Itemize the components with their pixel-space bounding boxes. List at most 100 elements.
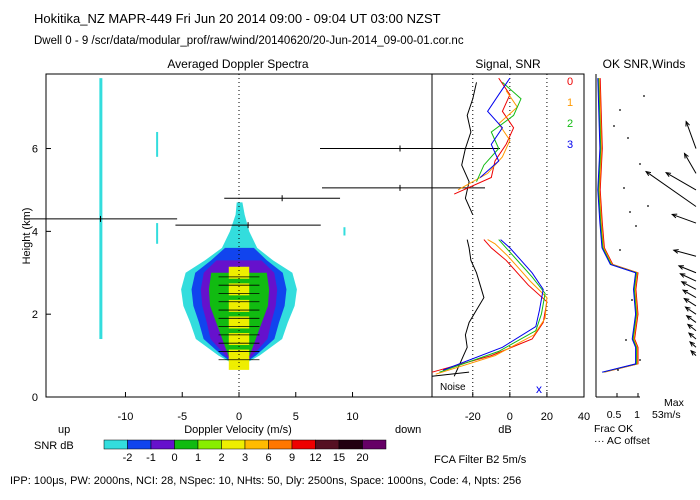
- signal-series-2-upper: [476, 81, 522, 182]
- wind-dot: [647, 205, 649, 207]
- wind-arrow: [689, 341, 697, 348]
- signal-title: Signal, SNR: [475, 57, 541, 71]
- spectra-velocity-marks: [23, 145, 500, 229]
- signal-x-tick-label: -20: [465, 411, 481, 423]
- footer-params: IPP: 100μs, PW: 2000ns, NCI: 28, NSpec: …: [10, 475, 521, 487]
- clutter-fleck: [156, 223, 159, 244]
- max-label: Max: [664, 397, 685, 409]
- wind-arrowhead: [645, 170, 652, 177]
- frac-tick-1: 1: [634, 409, 640, 421]
- wind-dot: [635, 225, 637, 227]
- wind-arrowhead: [690, 349, 696, 356]
- legend-swatch: [197, 439, 222, 450]
- signal-x-tick-label: 20: [541, 411, 553, 423]
- legend-swatch: [338, 439, 363, 450]
- wind-dot: [639, 163, 641, 165]
- wind-arrow: [678, 265, 697, 274]
- wind-arrow: [665, 172, 697, 191]
- wind-arrowhead: [684, 306, 691, 312]
- wind-arrowhead: [665, 172, 672, 177]
- wind-arrow: [673, 249, 697, 257]
- legend-tick: 15: [333, 452, 345, 464]
- spectra-core-5: [228, 283, 250, 296]
- spectra-core-2: [228, 333, 250, 346]
- spectra-xlabel: Doppler Velocity (m/s): [184, 424, 292, 436]
- signal-series-Signal-upper: [461, 82, 477, 216]
- frac-ok-series-0: [599, 78, 639, 373]
- winds-legend-entry: 1: [567, 97, 573, 109]
- spectra-core-4: [228, 299, 250, 312]
- legend-swatch: [362, 439, 387, 450]
- legend-swatch: [244, 439, 269, 450]
- noise-line: [431, 371, 470, 377]
- spectra-heatmap: [99, 78, 346, 370]
- wind-arrowhead: [686, 323, 693, 329]
- wind-arrow: [688, 332, 697, 340]
- frac-ok-line: [597, 78, 639, 397]
- wind-arrow: [687, 323, 697, 332]
- header-line2: Dwell 0 - 9 /scr/data/modular_prof/raw/w…: [34, 35, 464, 47]
- x-tick-label: -10: [118, 411, 134, 423]
- x-tick-label: 10: [346, 411, 358, 423]
- wind-arrowhead: [671, 213, 678, 219]
- signal-xlabel: dB: [498, 424, 511, 436]
- spectra-ylabel: Height (km): [21, 208, 33, 265]
- signal-series-2: [439, 239, 546, 373]
- frac-ok-series-2: [598, 78, 637, 373]
- wind-arrowhead: [677, 265, 684, 270]
- legend-swatch: [127, 439, 152, 450]
- wind-arrow: [684, 298, 697, 307]
- signal-series-3-upper: [479, 77, 511, 178]
- wind-arrowhead: [672, 249, 679, 254]
- wind-dot: [623, 187, 625, 189]
- wind-arrowhead: [679, 273, 686, 278]
- frac-tick-05: 0.5: [607, 409, 622, 421]
- signal-axes: -20 0 20 40: [465, 74, 590, 423]
- winds-legend-entry: 0: [567, 76, 573, 88]
- clutter-fleck: [156, 131, 159, 157]
- wind-arrowhead: [685, 120, 690, 127]
- frac-ok-label: Frac OK: [594, 423, 633, 435]
- wind-arrowhead: [689, 341, 695, 347]
- legend-tick: -1: [146, 452, 156, 464]
- signal-series-1: [435, 239, 548, 375]
- down-label: down: [395, 424, 421, 436]
- wind-dot: [643, 95, 645, 97]
- spectra-axes: -10 -5 0 5 10 0 2 4 6: [32, 74, 359, 423]
- wind-dot: [631, 299, 633, 301]
- signal-lines: [431, 77, 548, 377]
- wind-arrow: [685, 121, 697, 149]
- legend-swatch: [268, 439, 293, 450]
- legend-tick: 0: [171, 452, 177, 464]
- signal-series-Signal: [453, 239, 485, 377]
- legend-tick: 12: [309, 452, 321, 464]
- wind-arrow: [681, 281, 697, 290]
- signal-series-0-upper: [453, 77, 515, 195]
- wind-arrow: [685, 306, 697, 315]
- snr-color-legend: SNR dB -2 -1 0 1 2 3 6 9 12 15 20: [34, 439, 387, 464]
- legend-swatch: [103, 439, 128, 450]
- wind-dot: [627, 137, 629, 139]
- legend-swatch: [291, 439, 316, 450]
- noise-label: Noise: [440, 382, 466, 393]
- wind-arrowhead: [685, 314, 692, 321]
- signal-x-tick-label: 40: [578, 411, 590, 423]
- legend-swatch: [174, 439, 199, 450]
- legend-tick: 3: [242, 452, 248, 464]
- legend-tick: 1: [195, 452, 201, 464]
- winds-legend-entry: 2: [567, 118, 573, 130]
- wind-arrow: [645, 171, 697, 207]
- wind-arrow: [682, 289, 697, 299]
- legend-tick: 9: [289, 452, 295, 464]
- wind-dot: [619, 249, 621, 251]
- up-label: up: [58, 424, 70, 436]
- signal-frame: [431, 73, 585, 398]
- signal-x-tick-label: 0: [507, 411, 513, 423]
- spectra-title: Averaged Doppler Spectra: [167, 57, 309, 71]
- wind-dots: [613, 95, 649, 371]
- winds-title: OK SNR,Winds: [603, 57, 686, 71]
- wind-arrowhead: [683, 152, 689, 159]
- clutter-fleck: [343, 227, 346, 236]
- legend-tick: 2: [218, 452, 224, 464]
